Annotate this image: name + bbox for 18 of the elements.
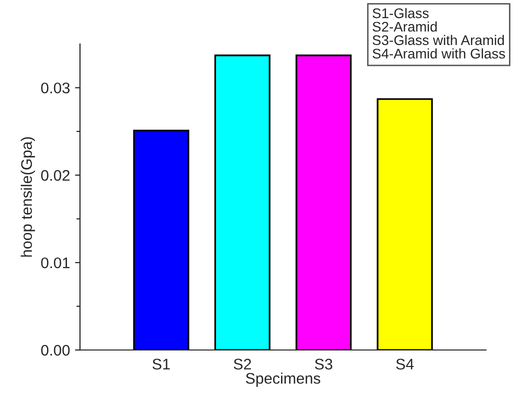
annotation: S3-Glass with Aramid (372, 34, 504, 46)
text: S2-Aramid (372, 21, 437, 32)
y-tick-label: 0.00 (41, 344, 70, 356)
x-tick-label: S4 (396, 358, 414, 370)
x-tick-label: S3 (314, 358, 332, 370)
text: S1-Glass (372, 8, 429, 18)
y-tick-label: 0.01 (41, 257, 70, 268)
bar (296, 54, 352, 350)
y-tick-label: 0.02 (41, 170, 70, 181)
bar (214, 54, 270, 350)
bar (133, 130, 190, 350)
x-tick-label: S2 (234, 358, 251, 370)
x-tick-label: S1 (152, 358, 170, 370)
annotation: S4-Aramid with Glass (372, 48, 506, 59)
y-tick-label: 0.03 (41, 82, 70, 94)
x-axis-title: Specimens (246, 372, 320, 387)
bar (376, 98, 433, 350)
y-axis-title: hoop tensile(Gpa) (20, 137, 35, 257)
